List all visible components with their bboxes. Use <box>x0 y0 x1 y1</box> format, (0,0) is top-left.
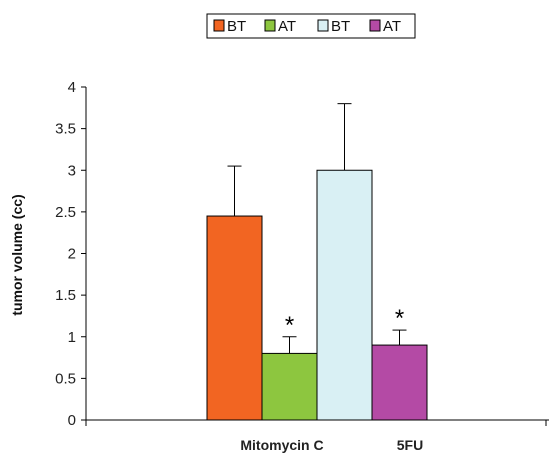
legend-label: BT <box>331 18 350 35</box>
bar <box>206 215 263 421</box>
y-axis: 0 0.5 1 1.5 2 2.5 3 3.5 4 <box>55 79 87 429</box>
legend: BT AT BT AT <box>206 13 416 39</box>
y-tick-label: 1 <box>68 329 76 346</box>
x-axis: Mitomycin C 5FU <box>85 419 549 453</box>
bar <box>261 352 318 421</box>
bars: * * <box>206 103 428 421</box>
significance-marker: * <box>285 312 294 339</box>
y-tick-label: 0.5 <box>55 370 76 387</box>
legend-swatch <box>369 19 381 32</box>
y-tick-label: 0 <box>68 412 76 429</box>
x-category-label: 5FU <box>397 437 423 453</box>
y-tick-label: 3 <box>68 162 76 179</box>
y-axis-title: tumor volume (cc) <box>9 194 25 315</box>
legend-label: AT <box>383 18 401 35</box>
y-tick-label: 2.5 <box>55 204 76 221</box>
bar <box>371 344 428 421</box>
x-category-label: Mitomycin C <box>240 437 323 453</box>
significance-marker: * <box>395 305 404 332</box>
y-tick-label: 4 <box>68 79 76 96</box>
legend-swatch <box>317 19 329 32</box>
y-tick-label: 3.5 <box>55 121 76 138</box>
legend-label: AT <box>278 18 296 35</box>
y-tick-label: 2 <box>68 246 76 263</box>
bar <box>316 169 373 421</box>
legend-label: BT <box>227 18 246 35</box>
legend-swatch <box>264 19 276 32</box>
y-tick-label: 1.5 <box>55 287 76 304</box>
legend-swatch <box>213 19 225 32</box>
